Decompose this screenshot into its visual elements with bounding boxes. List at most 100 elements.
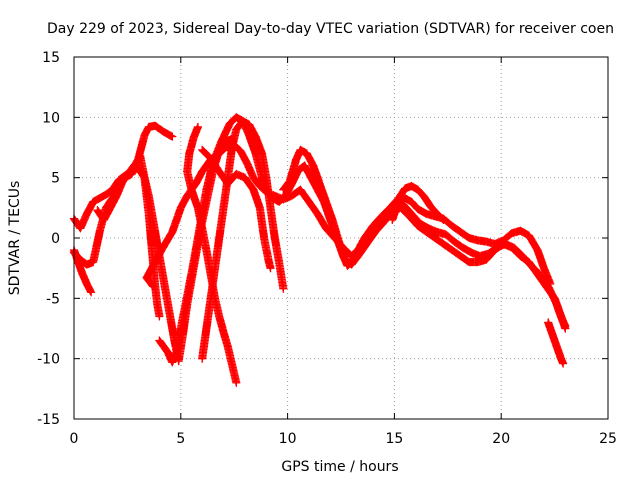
data-point [111,188,114,191]
data-point [228,122,232,125]
data-point [410,200,413,203]
data-point [416,207,420,211]
data-point [243,176,247,179]
data-point [371,224,375,228]
data-point [151,285,155,288]
data-point [519,254,522,258]
data-point [450,248,454,252]
data-point [151,264,155,267]
data-point [269,267,272,270]
data-point [164,291,167,294]
data-point [77,260,80,264]
data-point [403,187,407,190]
data-point [149,236,153,240]
data-point [294,158,298,161]
data-point [235,128,238,131]
data-point [260,152,264,155]
data-point [459,230,462,234]
data-point [267,258,270,261]
data-point [262,236,266,240]
data-point [218,315,221,318]
data-point [218,170,221,173]
data-point [79,227,82,230]
data-point [201,357,204,360]
data-point [559,315,563,318]
data-point [186,294,189,298]
data-point [273,236,276,240]
data-point [160,248,163,252]
data-point [391,218,394,222]
data-point [303,164,306,167]
data-point [478,254,481,258]
data-point [318,182,321,185]
data-point [92,200,95,203]
data-point [468,260,471,264]
data-point [186,170,189,173]
data-point [559,357,563,360]
data-point [493,248,496,252]
data-point [143,176,146,179]
data-point [397,200,400,203]
data-point [485,258,488,261]
data-point [433,215,437,218]
data-point [156,242,159,246]
data-point [433,236,437,240]
data-point [519,229,522,232]
data-point [162,130,165,133]
data-point [201,227,204,230]
data-point [429,205,432,208]
data-point [459,254,462,258]
data-point [194,182,197,185]
x-tick-label: 10 [279,431,297,447]
data-point [444,233,447,236]
x-axis-label: GPS time / hours [281,459,398,475]
y-tick-label: 15 [42,50,60,66]
data-point [85,263,89,266]
data-point [374,230,377,234]
data-point [85,282,89,286]
data-point [168,315,172,318]
data-point [92,260,95,264]
data-point [476,239,479,242]
data-point [425,212,428,216]
data-point [461,246,464,249]
data-point [305,152,308,155]
data-point [282,198,285,201]
data-point [160,267,163,270]
data-point [416,224,420,228]
data-point [192,136,195,139]
data-point [102,218,106,222]
data-point [265,176,268,179]
x-tick-label: 15 [385,431,403,447]
series-markers [93,151,164,321]
data-point [382,218,385,222]
data-point [230,146,234,149]
data-point [162,345,165,348]
data-point [196,125,200,129]
data-point [209,157,212,160]
series-markers [388,194,555,289]
data-point [143,134,146,137]
series-track-h [198,116,288,363]
data-point [158,315,161,318]
data-point [188,152,191,155]
data-point [115,194,118,197]
data-point [564,324,567,328]
data-point [179,327,182,330]
data-point [220,140,223,143]
data-point [258,184,261,188]
data-point [380,215,383,218]
axis-ticks [73,56,609,420]
x-axis-tick-labels: 0 5 10 15 20 25 [70,431,617,447]
data-point [453,240,456,243]
y-tick-label: -10 [37,352,60,368]
data-point [553,297,556,300]
data-point [324,227,328,230]
data-point [98,197,101,200]
data-point [258,206,261,209]
data-point [442,242,445,246]
data-point [544,285,548,288]
series-track-k [388,194,555,289]
